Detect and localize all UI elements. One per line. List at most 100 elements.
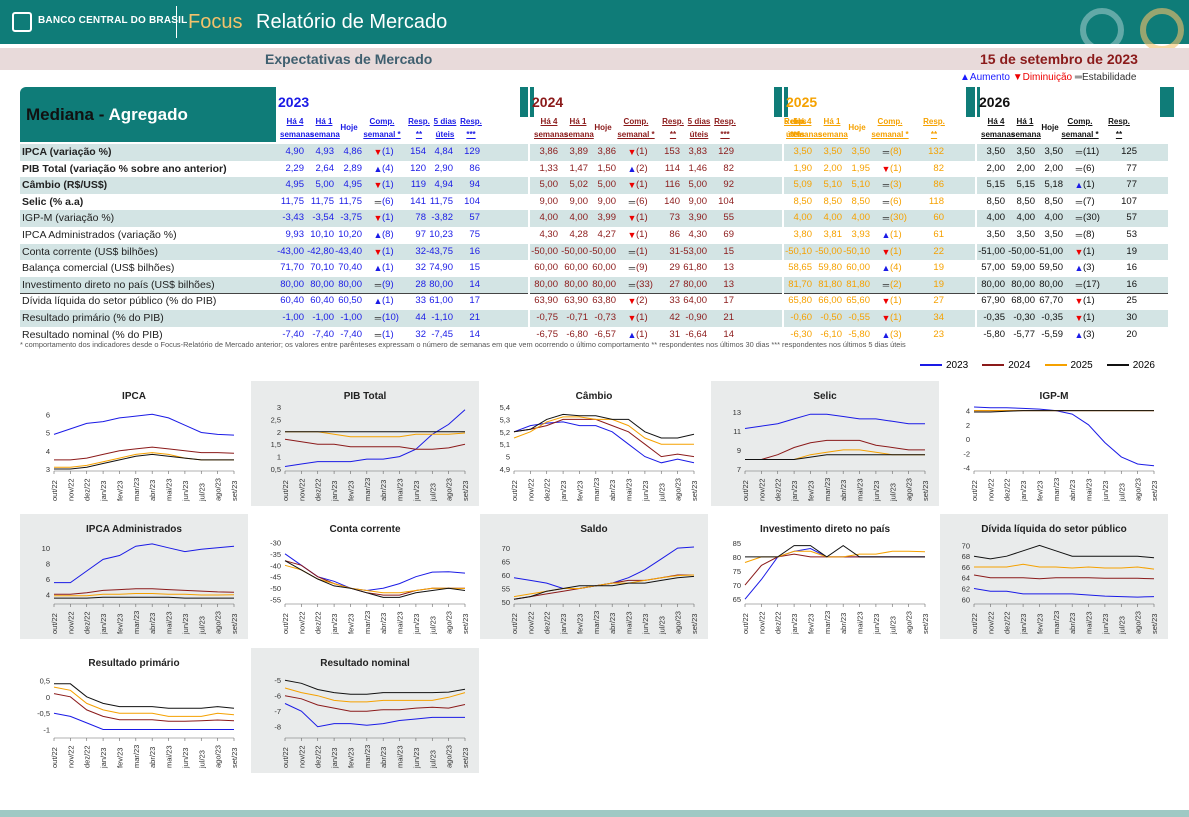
chart-title: IGP-M xyxy=(1039,391,1069,402)
row-group-divider xyxy=(20,293,1168,295)
value-cell: 17 xyxy=(723,295,734,307)
year-label: 2024 xyxy=(532,94,564,110)
col-head: Há 4 semanas xyxy=(981,117,1016,139)
value-cell: 63,90 xyxy=(564,295,588,307)
weeks-count: (9) xyxy=(382,278,394,290)
value-cell: 17 xyxy=(469,295,480,307)
chart-title: Câmbio xyxy=(575,391,613,402)
y-tick-label: 5 xyxy=(46,429,50,438)
x-tick-label: jan/23 xyxy=(559,481,568,502)
x-tick-label: out/22 xyxy=(741,480,750,501)
value-cell: -51,00 xyxy=(978,245,1005,257)
year-block-divider xyxy=(528,87,530,344)
x-tick-label: jan/23 xyxy=(99,614,108,635)
decrease-arrow-icon: ▼ xyxy=(627,180,637,191)
value-cell: -0,71 xyxy=(566,312,588,323)
value-cell: 60 xyxy=(933,212,944,224)
value-cell: -0,90 xyxy=(685,312,707,323)
value-cell: 118 xyxy=(928,195,944,207)
row-label: Resultado nominal (% do PIB) xyxy=(22,328,163,341)
value-cell: 3,99 xyxy=(597,212,617,224)
value-cell: 107 xyxy=(1121,195,1137,207)
change-legend: ▲Aumento ▼Diminuição ═Estabilidade xyxy=(960,72,1136,83)
value-cell: 4,28 xyxy=(569,229,589,240)
col-head: Resp. ** xyxy=(662,117,684,139)
x-tick-label: mai/23 xyxy=(1085,611,1094,634)
chart-title: Investimento direto no país xyxy=(759,524,891,535)
value-cell: 27 xyxy=(669,278,680,290)
stable-icon: ═ xyxy=(628,246,636,257)
value-cell: 153 xyxy=(664,146,680,157)
x-tick-label: jan/23 xyxy=(790,481,799,502)
value-cell: 61,80 xyxy=(683,262,707,274)
x-tick-label: dez/22 xyxy=(543,478,552,501)
row-label: IPCA (variação %) xyxy=(22,146,112,158)
x-tick-label: jul/23 xyxy=(888,616,897,635)
value-cell: 2,29 xyxy=(285,162,305,174)
table-row: Conta corrente (US$ bilhões) -43,00 -42,80… xyxy=(20,243,1168,261)
weeks-count: (30) xyxy=(1083,212,1100,224)
value-cell: 32 xyxy=(415,262,426,274)
value-cell: 4,00 xyxy=(569,212,589,224)
decrease-arrow-icon: ▼ xyxy=(627,296,637,307)
x-tick-label: set/23 xyxy=(921,614,930,634)
x-tick-label: mar/23 xyxy=(1052,611,1061,634)
chart-panel: PIB Total 0,5 1 1,5 2 2,5 3 out/22 nov/22 dez/22 j… xyxy=(251,381,479,506)
value-cell: -7,45 xyxy=(431,328,453,340)
y-tick-label: 11 xyxy=(733,427,741,436)
year-label: 2023 xyxy=(278,94,310,110)
value-cell: 3,81 xyxy=(823,229,843,240)
value-cell: 5,00 xyxy=(688,179,708,191)
series-line-2023 xyxy=(973,406,1155,467)
x-tick-label: nov/22 xyxy=(526,478,535,501)
value-cell: 31 xyxy=(669,328,680,340)
series-line-2023 xyxy=(284,703,465,728)
series-line-2026 xyxy=(973,544,1155,560)
value-cell: -43,75 xyxy=(426,245,453,257)
value-cell: 141 xyxy=(410,195,426,207)
legend-label: 2024 xyxy=(1008,360,1031,371)
value-cell: -7,40 xyxy=(340,328,362,340)
value-cell: 60,40 xyxy=(310,295,334,307)
x-tick-label: dez/22 xyxy=(543,611,552,634)
year-separator-tab xyxy=(774,87,788,117)
value-cell: 2,90 xyxy=(434,162,454,174)
x-tick-label: abr/23 xyxy=(608,613,617,634)
decrease-arrow-icon: ▼ xyxy=(627,147,637,157)
value-cell: 92 xyxy=(723,179,734,191)
x-tick-label: mar/23 xyxy=(363,611,372,634)
x-tick-label: mai/23 xyxy=(165,745,174,768)
value-cell: 3,50 xyxy=(851,146,871,157)
value-cell: 4,27 xyxy=(597,229,617,240)
value-cell: 80,00 xyxy=(280,278,304,290)
value-cell: 9,00 xyxy=(597,195,617,207)
value-cell: 14 xyxy=(469,328,480,340)
y-tick-label: 70 xyxy=(502,544,510,553)
y-tick-label: -7 xyxy=(274,707,281,716)
value-cell: -1,00 xyxy=(282,312,304,323)
value-cell: -43,00 xyxy=(277,245,304,257)
value-cell: -3,54 xyxy=(312,212,334,224)
table-row: Balança comercial (US$ bilhões) 71,70 70,1… xyxy=(20,260,1168,277)
weeks-count: (6) xyxy=(636,195,648,207)
y-tick-label: 5 xyxy=(506,453,510,462)
chart-panel: Resultado primário -1 -0,5 0 0,5 out/22 nov/22… xyxy=(20,648,248,773)
value-cell: 11,75 xyxy=(280,195,304,207)
series-line-2023 xyxy=(744,547,925,600)
row-label: Dívida líquida do setor público (% do PI… xyxy=(22,295,217,308)
value-cell: 5,00 xyxy=(597,179,617,191)
col-head: 5 dias úteis xyxy=(784,117,807,139)
x-tick-label: jul/23 xyxy=(428,750,437,769)
value-cell: -6,30 xyxy=(790,328,812,340)
chart-title: Resultado primário xyxy=(88,658,180,669)
series-line-2024 xyxy=(744,553,925,586)
y-tick-label: 62 xyxy=(962,585,970,594)
value-cell: -0,35 xyxy=(983,312,1005,323)
value-cell: 5,10 xyxy=(851,179,871,191)
x-tick-label: mar/23 xyxy=(363,745,372,768)
legend-swatch-icon xyxy=(920,364,942,367)
series-line-2024 xyxy=(284,438,466,450)
value-cell: 42 xyxy=(669,312,680,323)
y-tick-label: 65 xyxy=(733,595,741,604)
value-cell: 4,00 xyxy=(1044,212,1064,224)
